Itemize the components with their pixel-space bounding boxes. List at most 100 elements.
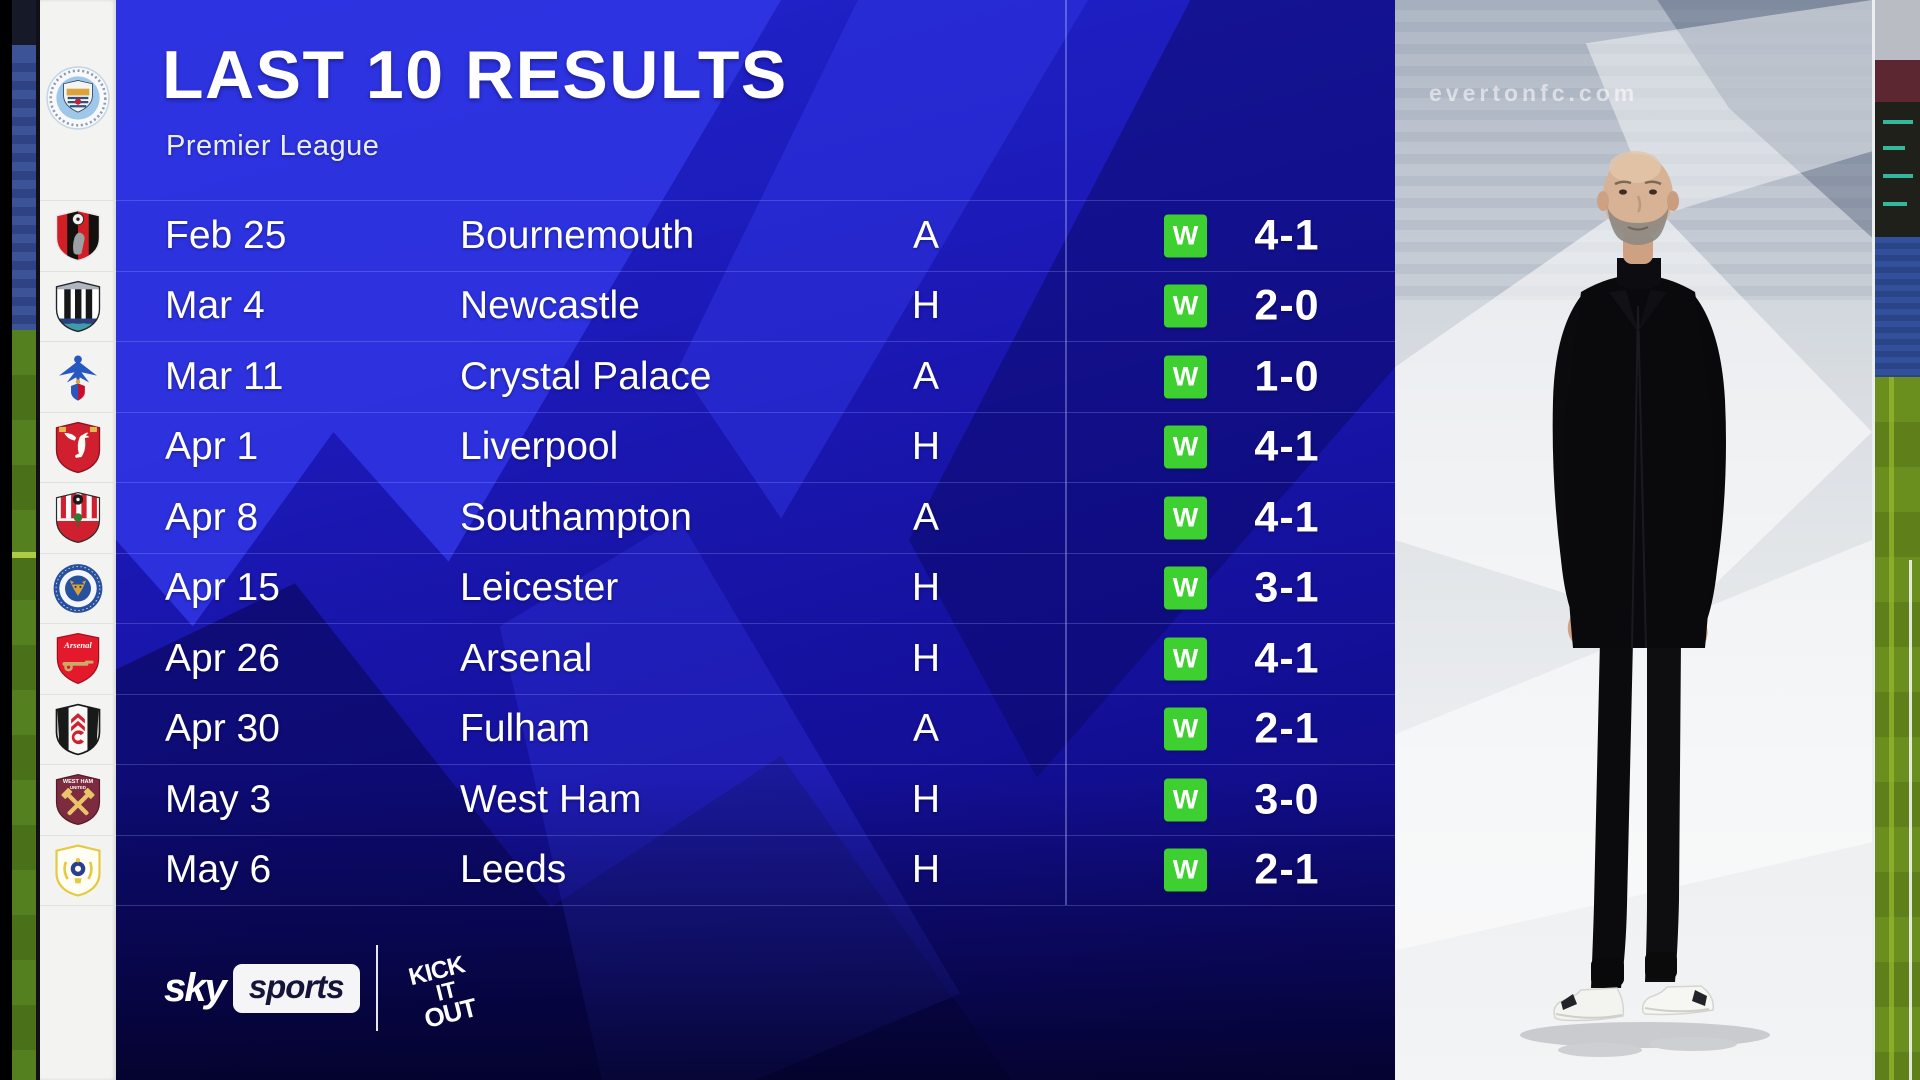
sports-wordmark: sports bbox=[232, 963, 360, 1013]
kick-it-out-logo: KICK IT OUT bbox=[407, 951, 480, 1032]
southampton-badge-icon bbox=[40, 482, 116, 553]
arsenal-badge-icon: Arsenal bbox=[40, 623, 116, 694]
result-outcome-badge: W bbox=[1164, 355, 1207, 399]
leeds-badge-icon bbox=[40, 834, 116, 906]
scoreboard bbox=[1875, 102, 1920, 237]
video-right-strip bbox=[1872, 0, 1920, 1080]
opponent-cell: Leeds bbox=[460, 848, 567, 892]
opponent-cell: Leicester bbox=[460, 566, 619, 610]
result-outcome-badge: W bbox=[1164, 566, 1207, 610]
page-subtitle: Premier League bbox=[166, 130, 380, 162]
venue-cell: H bbox=[911, 425, 941, 469]
venue-cell: H bbox=[911, 777, 941, 821]
table-row: Apr 26 Arsenal H W 4-1 bbox=[116, 624, 1395, 695]
crowd bbox=[1875, 237, 1920, 377]
team-badge-cell bbox=[40, 0, 116, 200]
bournemouth-badge-icon bbox=[40, 200, 116, 271]
opponent-cell: Bournemouth bbox=[460, 213, 695, 257]
score-cell: 2-1 bbox=[1254, 704, 1320, 753]
pitch-right bbox=[1875, 377, 1920, 1080]
result-outcome-badge: W bbox=[1164, 496, 1207, 540]
venue-cell: H bbox=[911, 636, 941, 680]
svg-text:UNITED: UNITED bbox=[70, 785, 86, 790]
venue-cell: H bbox=[911, 566, 941, 610]
table-row: Apr 15 Leicester H W 3-1 bbox=[116, 554, 1395, 624]
date-cell: Apr 1 bbox=[165, 425, 259, 469]
manchester-city-badge-icon bbox=[45, 65, 111, 136]
table-row: May 6 Leeds H W 2-1 bbox=[116, 836, 1395, 906]
venue-cell: A bbox=[912, 354, 939, 398]
results-panel: LAST 10 RESULTS Premier League Feb 25 Bou… bbox=[116, 0, 1395, 1080]
score-cell: 2-0 bbox=[1254, 281, 1320, 330]
stand-banner bbox=[1875, 60, 1920, 102]
opponent-cell: Arsenal bbox=[460, 636, 593, 680]
score-cell: 4-1 bbox=[1254, 493, 1320, 542]
date-cell: May 3 bbox=[165, 777, 272, 821]
fulham-badge-icon bbox=[40, 693, 116, 765]
video-left-strip bbox=[0, 0, 40, 1080]
score-cell: 4-1 bbox=[1254, 211, 1320, 260]
score-cell: 4-1 bbox=[1254, 422, 1320, 471]
score-cell: 4-1 bbox=[1254, 634, 1320, 683]
date-cell: Apr 30 bbox=[165, 707, 280, 751]
date-cell: Apr 8 bbox=[165, 495, 259, 539]
logo-divider bbox=[375, 945, 378, 1031]
badge-rail: Arsenal WEST HAM UNITED bbox=[40, 0, 116, 1080]
date-cell: Apr 26 bbox=[165, 636, 280, 680]
score-cell: 2-1 bbox=[1254, 845, 1320, 894]
venue-cell: H bbox=[911, 284, 941, 328]
venue-cell: A bbox=[912, 213, 939, 257]
opponent-cell: West Ham bbox=[460, 777, 642, 821]
result-outcome-badge: W bbox=[1164, 214, 1207, 258]
score-cell: 3-1 bbox=[1254, 563, 1320, 612]
opponent-cell: Liverpool bbox=[460, 425, 619, 469]
date-cell: May 6 bbox=[165, 848, 272, 892]
table-row: Apr 8 Southampton A W 4-1 bbox=[116, 483, 1395, 554]
opponent-cell: Southampton bbox=[460, 495, 693, 539]
date-cell: Mar 4 bbox=[165, 284, 265, 328]
leicester-badge-icon bbox=[40, 552, 116, 624]
photo-panel: evertonfc.com bbox=[1395, 0, 1872, 1080]
opponent-cell: Newcastle bbox=[460, 284, 640, 328]
svg-text:OUT: OUT bbox=[421, 992, 480, 1032]
liverpool-badge-icon bbox=[40, 411, 116, 483]
result-outcome-badge: W bbox=[1164, 284, 1207, 328]
result-outcome-badge: W bbox=[1164, 425, 1207, 469]
pitch-left bbox=[12, 330, 38, 1080]
table-row: Feb 25 Bournemouth A W 4-1 bbox=[116, 201, 1395, 272]
table-row: Apr 30 Fulham A W 2-1 bbox=[116, 695, 1395, 765]
score-cell: 1-0 bbox=[1254, 352, 1320, 401]
pep-guardiola-photo bbox=[1520, 151, 1770, 1057]
rail-footer bbox=[40, 905, 116, 906]
results-table: Feb 25 Bournemouth A W 4-1 Mar 4 Newcastle H W 2-… bbox=[116, 200, 1395, 906]
west-ham-badge-icon: WEST HAM UNITED bbox=[40, 764, 116, 835]
table-row: Mar 11 Crystal Palace A W 1-0 bbox=[116, 342, 1395, 413]
result-outcome-badge: W bbox=[1164, 637, 1207, 681]
svg-text:Arsenal: Arsenal bbox=[63, 640, 92, 650]
pitch-line-left bbox=[12, 552, 38, 558]
pitch-shade bbox=[1889, 377, 1894, 1080]
footer-logos: sky sports KICK IT OUT bbox=[164, 938, 491, 1038]
sky-wordmark: sky bbox=[164, 965, 227, 1010]
venue-cell: A bbox=[912, 707, 939, 751]
table-row: Mar 4 Newcastle H W 2-0 bbox=[116, 272, 1395, 342]
score-cell: 3-0 bbox=[1254, 775, 1320, 824]
svg-text:WEST HAM: WEST HAM bbox=[63, 779, 94, 785]
date-cell: Mar 11 bbox=[165, 354, 284, 398]
result-outcome-badge: W bbox=[1164, 778, 1207, 822]
venue-cell: A bbox=[912, 495, 939, 539]
date-cell: Feb 25 bbox=[165, 213, 287, 257]
venue-cell: H bbox=[911, 848, 941, 892]
bottom-shade bbox=[116, 0, 1395, 1080]
opponent-cell: Crystal Palace bbox=[460, 354, 712, 398]
newcastle-badge-icon bbox=[40, 270, 116, 342]
frame-seam bbox=[36, 0, 40, 1080]
result-outcome-badge: W bbox=[1164, 707, 1207, 751]
stand-roof bbox=[1875, 0, 1920, 60]
date-cell: Apr 15 bbox=[165, 566, 280, 610]
page-title: LAST 10 RESULTS bbox=[162, 37, 788, 113]
pitch-line-right bbox=[1909, 560, 1912, 1080]
stadium-watermark: evertonfc.com bbox=[1429, 80, 1639, 106]
opponent-cell: Fulham bbox=[460, 707, 591, 751]
